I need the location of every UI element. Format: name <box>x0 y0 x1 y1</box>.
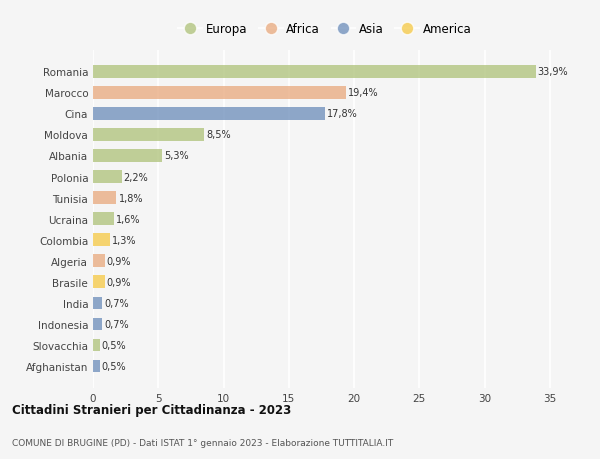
Bar <box>93 108 325 120</box>
Text: 0,5%: 0,5% <box>101 361 126 371</box>
Bar <box>93 276 105 289</box>
Bar <box>93 213 114 225</box>
Text: 0,9%: 0,9% <box>107 277 131 287</box>
Bar <box>93 129 204 141</box>
Text: 17,8%: 17,8% <box>328 109 358 119</box>
Text: 0,7%: 0,7% <box>104 319 129 329</box>
Bar <box>93 360 100 373</box>
Text: Cittadini Stranieri per Cittadinanza - 2023: Cittadini Stranieri per Cittadinanza - 2… <box>12 403 291 416</box>
Legend: Europa, Africa, Asia, America: Europa, Africa, Asia, America <box>178 22 471 36</box>
Text: 8,5%: 8,5% <box>206 130 230 140</box>
Bar <box>93 339 100 352</box>
Text: 1,3%: 1,3% <box>112 235 136 245</box>
Bar <box>93 192 116 204</box>
Text: 0,7%: 0,7% <box>104 298 129 308</box>
Bar <box>93 318 102 330</box>
Bar <box>93 297 102 309</box>
Text: 19,4%: 19,4% <box>348 88 379 98</box>
Bar <box>93 87 346 100</box>
Text: 1,6%: 1,6% <box>116 214 140 224</box>
Text: 2,2%: 2,2% <box>124 172 148 182</box>
Text: 1,8%: 1,8% <box>118 193 143 203</box>
Bar <box>93 66 536 78</box>
Text: 0,5%: 0,5% <box>101 340 126 350</box>
Text: 0,9%: 0,9% <box>107 256 131 266</box>
Bar <box>93 255 105 268</box>
Text: COMUNE DI BRUGINE (PD) - Dati ISTAT 1° gennaio 2023 - Elaborazione TUTTITALIA.IT: COMUNE DI BRUGINE (PD) - Dati ISTAT 1° g… <box>12 438 393 447</box>
Text: 33,9%: 33,9% <box>538 67 568 77</box>
Bar <box>93 150 162 162</box>
Bar <box>93 234 110 246</box>
Text: 5,3%: 5,3% <box>164 151 189 161</box>
Bar <box>93 171 122 184</box>
